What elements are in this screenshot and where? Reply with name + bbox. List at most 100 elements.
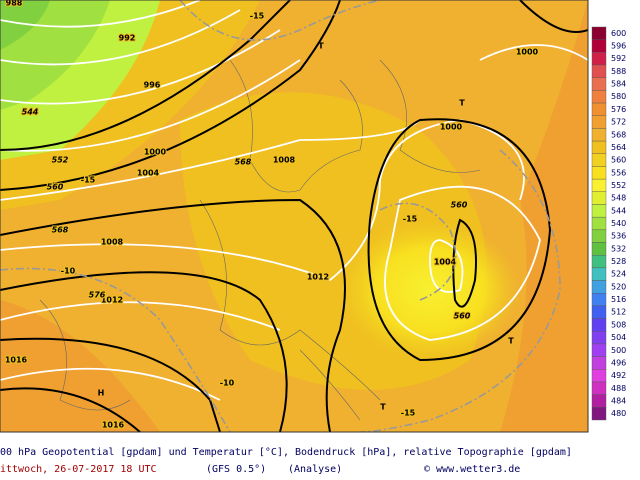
contour-label: 552: [52, 156, 69, 165]
colorbar-swatch: [591, 64, 607, 78]
colorbar-swatch: [591, 369, 607, 383]
pressure-center: T: [459, 99, 465, 108]
colorbar-swatch: [591, 166, 607, 180]
map-area: 988 992 996 1000 1004 1008 1012 1016 1016 1008 101…: [0, 0, 588, 432]
colorbar-swatch: [591, 26, 607, 40]
colorbar-swatch: [591, 216, 607, 231]
contour-label: 1012: [307, 273, 329, 282]
colorbar-label: 496: [611, 358, 626, 367]
contour-label: -15: [401, 409, 416, 418]
colorbar-swatch: [591, 407, 607, 421]
colorbar-swatch: [591, 280, 607, 294]
colorbar-swatch: [591, 267, 607, 281]
colorbar-swatch: [591, 115, 607, 129]
colorbar-label: 492: [611, 371, 626, 380]
colorbar-swatch: [591, 356, 607, 370]
caption-title: 00 hPa Geopotential [gpdam] und Temperat…: [0, 447, 572, 458]
contour-label: -10: [220, 379, 235, 388]
contour-label: 560: [451, 201, 468, 210]
colorbar-label: 596: [611, 42, 626, 51]
colorbar-label: 500: [611, 346, 626, 355]
contour-label: 568: [52, 226, 69, 235]
colorbar-swatch: [591, 381, 607, 395]
colorbar-label: 560: [611, 156, 626, 165]
coastlines: [39, 59, 481, 421]
caption-model: (GFS 0.5°): [206, 464, 266, 475]
caption-credit: © www.wetter3.de: [424, 464, 520, 475]
colorbar-label: 584: [611, 80, 626, 89]
colorbar-label: 512: [611, 308, 626, 317]
colorbar-label: 488: [611, 384, 626, 393]
colorbar-swatch: [591, 153, 607, 167]
colorbar-swatch: [591, 293, 607, 307]
colorbar-label: 484: [611, 396, 626, 405]
contour-label: 560: [454, 312, 471, 321]
colorbar-label: 532: [611, 244, 626, 253]
contour-label: -10: [61, 267, 76, 276]
colorbar-swatch: [591, 343, 607, 357]
contour-label: 1004: [434, 258, 457, 267]
contour-label: 576: [89, 291, 106, 300]
colorbar-label: 568: [611, 130, 626, 139]
colorbar-swatch: [591, 331, 607, 345]
colorbar-swatch: [591, 394, 607, 408]
contour-label: 1016: [102, 421, 125, 430]
colorbar-label: 536: [611, 232, 626, 241]
pressure-center: T: [380, 403, 386, 412]
colorbar-swatch: [591, 140, 607, 154]
colorbar-label: 544: [611, 206, 626, 215]
colorbar-swatch: [591, 204, 607, 218]
contour-label: 544: [22, 108, 39, 117]
colorbar-swatch: [591, 305, 607, 319]
caption-date: ittwoch, 26-07-2017 18 UTC: [0, 464, 157, 475]
colorbar-swatch: [591, 39, 607, 53]
contour-label: 988: [6, 0, 23, 8]
colorbar-swatch: [591, 178, 607, 193]
colorbar-label: 508: [611, 320, 626, 329]
colorbar-label: 552: [611, 181, 626, 190]
colorbar-swatch: [591, 191, 607, 205]
contour-label: -15: [403, 215, 418, 224]
colorbar-label: 556: [611, 168, 626, 177]
colorbar-label: 516: [611, 295, 626, 304]
pressure-center: T: [318, 42, 324, 51]
geopotential-contours: [0, 0, 588, 432]
colorbar-swatch: [591, 102, 607, 116]
colorbar-label: 528: [611, 257, 626, 266]
colorbar-label: 524: [611, 270, 626, 279]
contour-label: 1008: [101, 238, 124, 247]
colorbar-swatch: [591, 242, 607, 256]
colorbar-label: 576: [611, 105, 626, 114]
colorbar-label: 580: [611, 92, 626, 101]
contour-label: 1000: [516, 48, 539, 57]
temperature-contours: [0, 0, 561, 432]
contour-label: 560: [47, 183, 64, 192]
colorbar-swatch: [591, 90, 607, 104]
contour-label: 1012: [101, 296, 123, 305]
colorbar: 600 596 592 588 584 580 576 572 568 564 560 556 552 5…: [591, 26, 626, 421]
colorbar-swatch: [591, 318, 607, 332]
colorbar-label: 564: [611, 143, 626, 152]
colorbar-label: 600: [611, 29, 626, 38]
colorbar-label: 520: [611, 282, 626, 291]
pressure-center: H: [98, 389, 105, 398]
map-labels: 988 992 996 1000 1004 1008 1012 1016 1016 1008 101…: [4, 0, 540, 431]
pressure-center: T: [508, 337, 514, 346]
contour-label: 568: [235, 158, 252, 167]
colorbar-label: 540: [611, 219, 626, 228]
colorbar-swatch: [591, 52, 607, 66]
colorbar-swatch: [591, 77, 607, 91]
contour-label: 1000: [144, 148, 167, 157]
colorbar-swatch: [591, 128, 607, 142]
contour-label: 1008: [273, 156, 296, 165]
colorbar-label: 572: [611, 118, 626, 127]
colorbar-label: 548: [611, 194, 626, 203]
contour-label: 1016: [5, 356, 28, 365]
colorbar-label: 592: [611, 54, 626, 63]
caption-run: (Analyse): [288, 464, 342, 475]
colorbar-label: 504: [611, 333, 626, 342]
colorbar-label: 588: [611, 67, 626, 76]
contour-label: 1004: [137, 169, 160, 178]
